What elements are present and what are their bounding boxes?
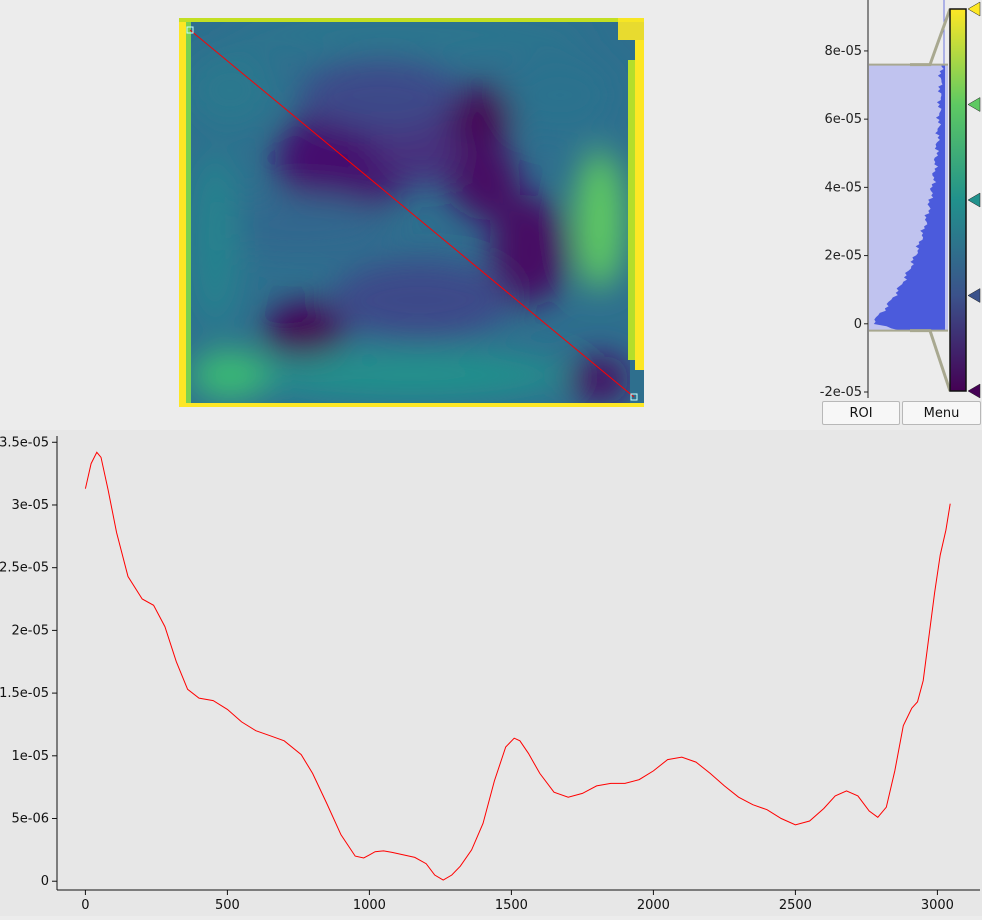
profile-plot-pane: 0 5e-06 1e-05 1.5e-05 2e-05 2.5e-05 3e-05 3.5e-… [0, 430, 982, 916]
histogram-tick-label: 2e-05 [824, 249, 862, 264]
x-tick-label: 1000 [353, 898, 386, 913]
gradient-stop-tick[interactable] [967, 383, 981, 399]
histogram-fill [873, 64, 945, 331]
y-tick-label: 1.5e-05 [0, 686, 49, 701]
y-tick-label: 5e-06 [11, 812, 49, 827]
menu-button[interactable]: Menu [902, 401, 981, 425]
histogram-lut-panel: 8e-05 6e-05 4e-05 2e-05 0 -2e-05 ROI Menu [820, 0, 982, 428]
y-tick-label: 3.5e-05 [0, 435, 49, 450]
histogram-axis: 8e-05 6e-05 4e-05 2e-05 0 -2e-05 [820, 0, 869, 400]
gradient-stop-tick[interactable] [967, 97, 981, 112]
gradient-stop-tick[interactable] [967, 1, 981, 17]
image-and-histogram-pane: 8e-05 6e-05 4e-05 2e-05 0 -2e-05 ROI Menu [0, 0, 982, 428]
line-profile-plot[interactable]: 0 5e-06 1e-05 1.5e-05 2e-05 2.5e-05 3e-05 3.5e-… [0, 430, 982, 916]
x-tick-label: 500 [215, 898, 240, 913]
y-tick-label: 3e-05 [11, 498, 49, 513]
histogram-lut[interactable]: 8e-05 6e-05 4e-05 2e-05 0 -2e-05 [820, 0, 982, 400]
histogram-tick-label: -2e-05 [820, 385, 862, 400]
roi-start-handle[interactable] [186, 26, 194, 34]
y-tick-label: 2.5e-05 [0, 561, 49, 576]
gradient-stop-tick[interactable] [967, 192, 981, 208]
level-link-top [910, 8, 952, 67]
x-tick-label: 2000 [637, 898, 670, 913]
gradient-stop-tick[interactable] [967, 288, 981, 303]
x-tick-label: 2500 [779, 898, 812, 913]
gradient-bar[interactable] [949, 8, 967, 392]
level-link-bottom [910, 329, 952, 392]
histogram-tick-label: 0 [854, 317, 862, 332]
heatmap-image [179, 18, 644, 407]
histogram-tick-label: 4e-05 [824, 180, 862, 195]
profile-line [84, 451, 951, 881]
roi-button[interactable]: ROI [822, 401, 900, 425]
y-tick-label: 1e-05 [11, 749, 49, 764]
plot-axes: 0 5e-06 1e-05 1.5e-05 2e-05 2.5e-05 3e-05 3.5e-… [0, 435, 980, 913]
y-tick-label: 0 [41, 874, 49, 889]
x-tick-label: 1500 [495, 898, 528, 913]
histogram-tick-label: 6e-05 [824, 112, 862, 127]
image-view[interactable] [0, 0, 820, 428]
histogram-tick-label: 8e-05 [824, 44, 862, 59]
y-tick-label: 2e-05 [11, 623, 49, 638]
roi-end-handle[interactable] [630, 393, 638, 401]
x-tick-label: 0 [81, 898, 89, 913]
gradient-ticks[interactable] [967, 1, 981, 399]
roi-line[interactable] [189, 29, 635, 398]
image-canvas[interactable] [0, 0, 820, 428]
x-tick-label: 3000 [921, 898, 954, 913]
